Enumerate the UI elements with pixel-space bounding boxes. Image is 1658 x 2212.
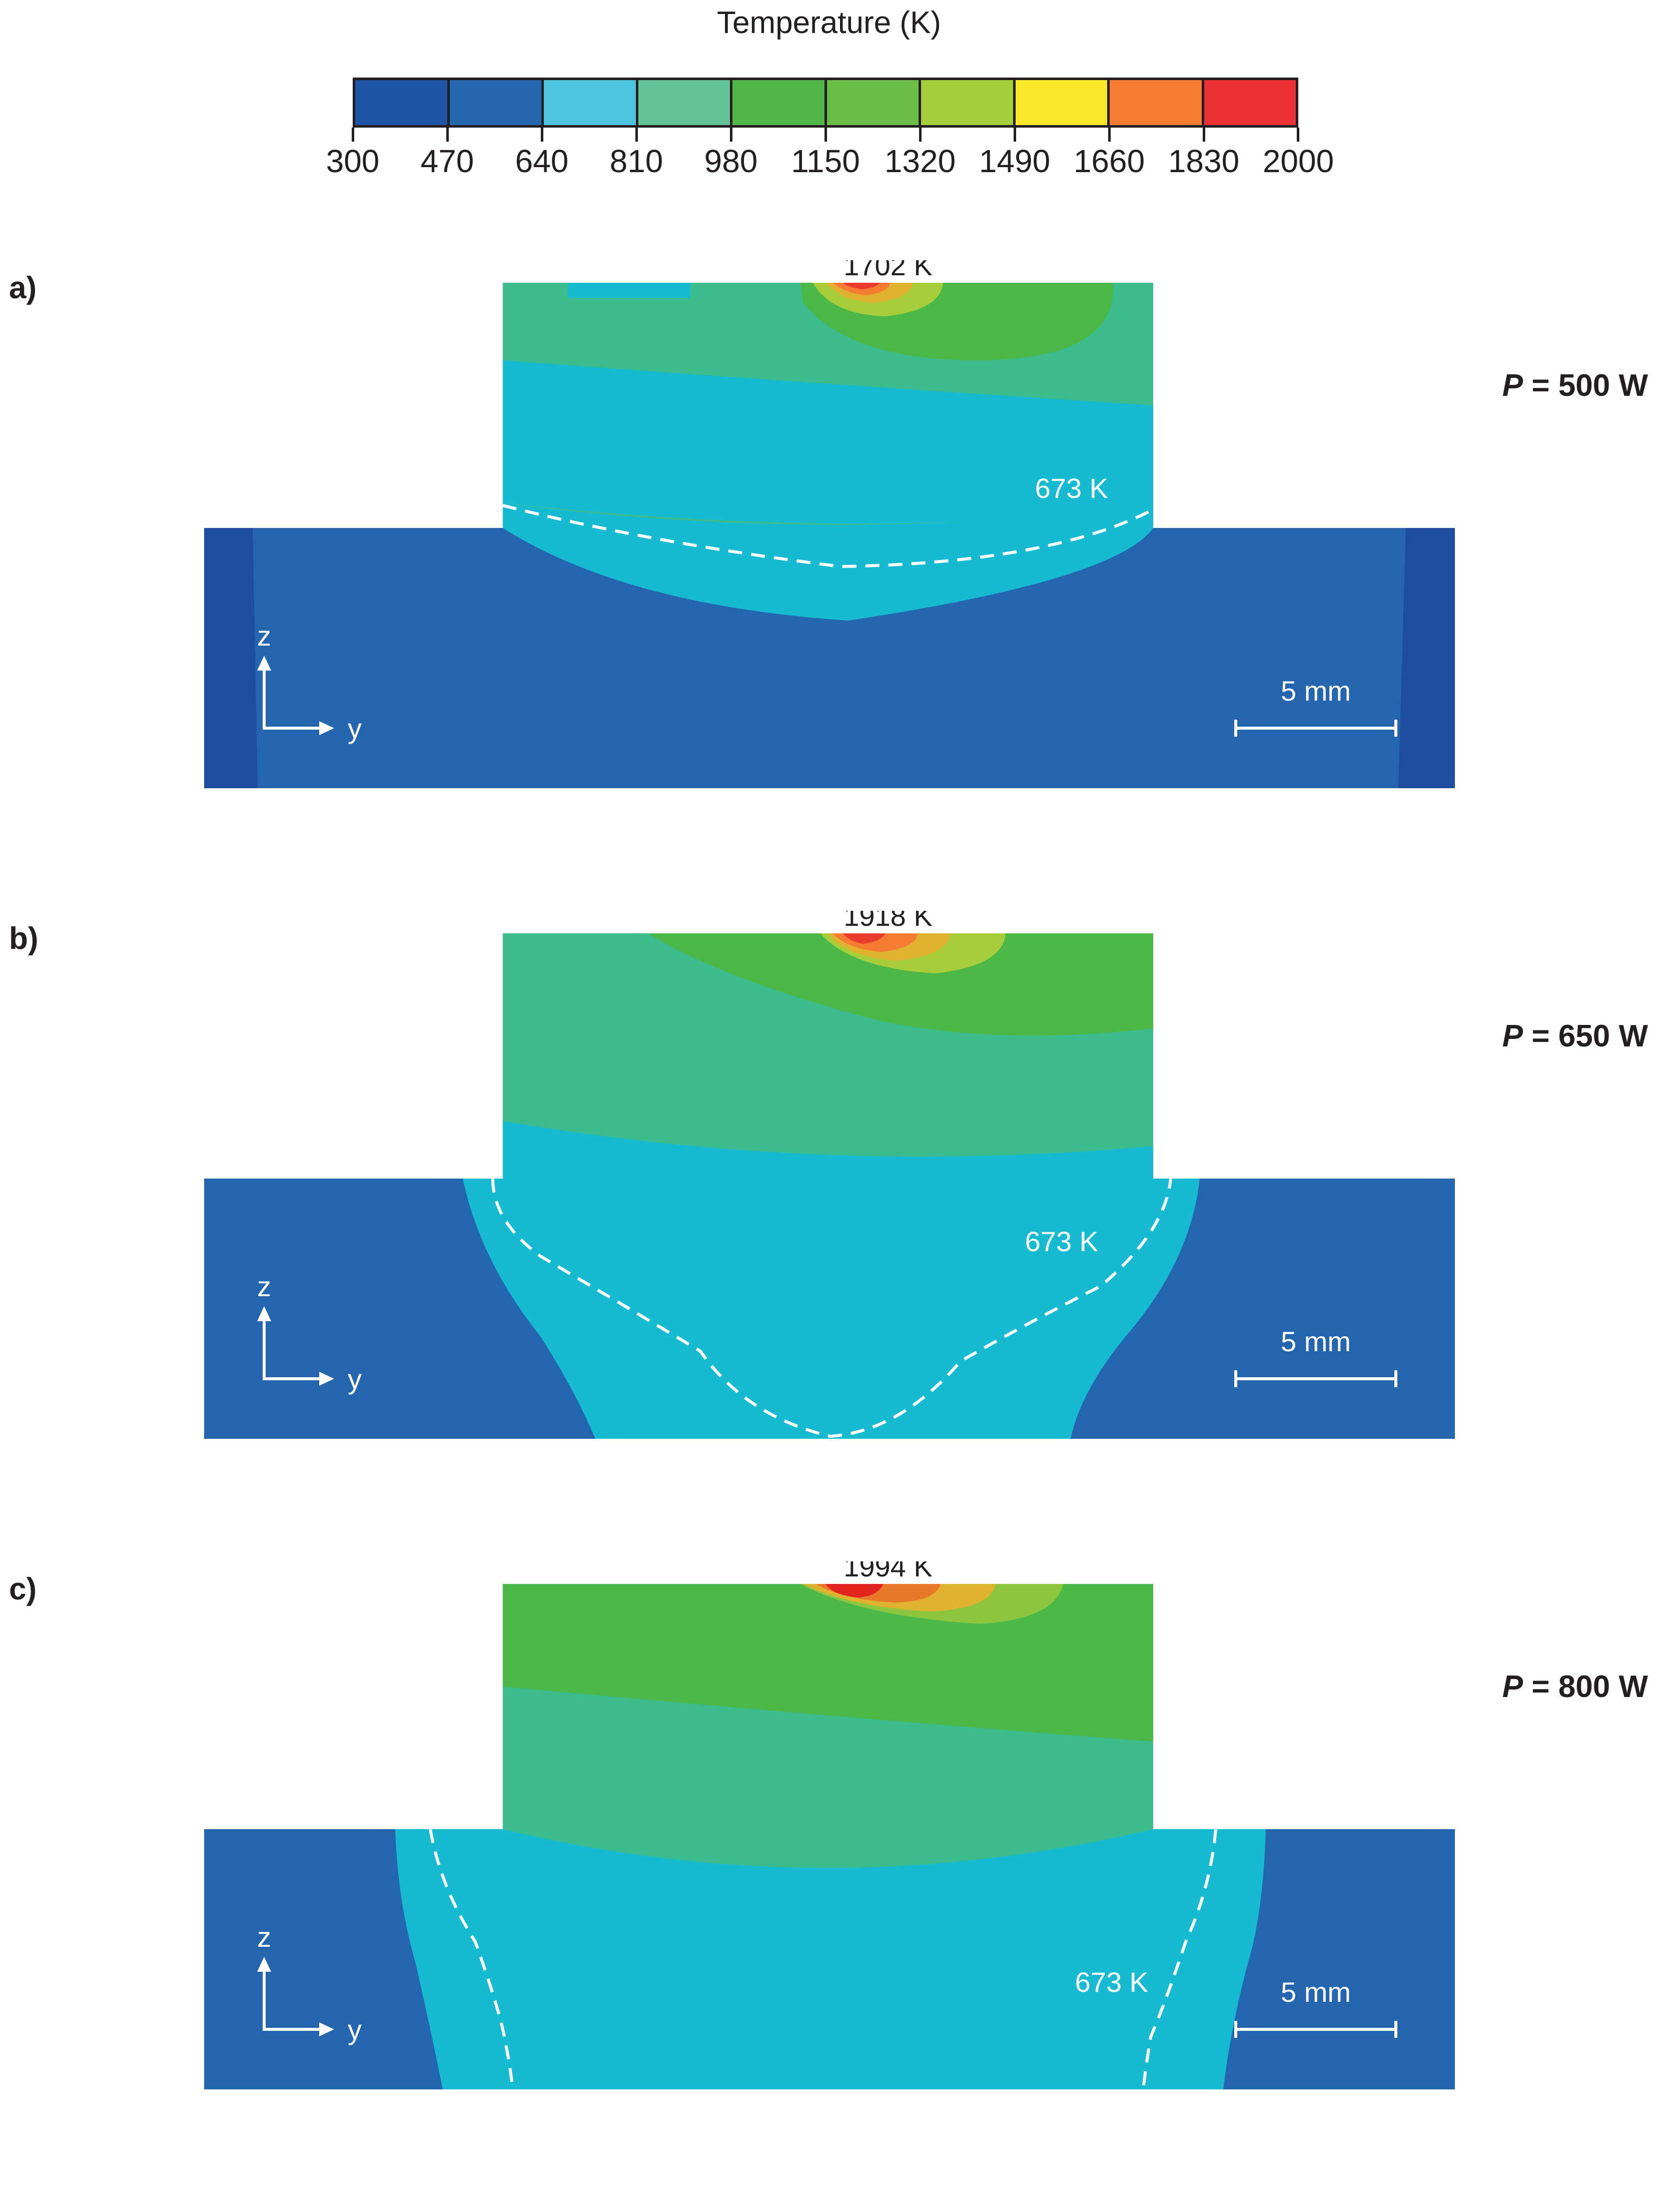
peak-temperature-label: 1702 K (844, 260, 933, 281)
legend-tick-label: 1490 (979, 143, 1051, 179)
temperature-zone-1830 (843, 933, 886, 944)
arrow-up-icon (257, 656, 271, 671)
z-axis-label: z (257, 1921, 271, 1953)
legend-tick (730, 128, 732, 142)
legend-tick (1108, 128, 1111, 142)
legend-swatch (1015, 80, 1110, 125)
peak-temperature-label: 1994 K (844, 1561, 933, 1582)
isotherm-label: 673 K (1035, 472, 1108, 504)
isotherm-673-line (1142, 1829, 1217, 2090)
panel-c: c) P = 800 W 1994 K 673 K z y 5 mm (0, 1561, 1658, 2212)
isotherm-label: 673 K (1075, 1966, 1148, 1998)
isotherm-673-line (429, 1829, 514, 2090)
legend-tick (919, 128, 922, 142)
power-variable: P (1502, 1019, 1523, 1053)
legend-swatch (544, 80, 638, 125)
panel-letter: b) (9, 921, 39, 956)
arrow-right-icon (319, 1372, 334, 1386)
panel-letter: c) (9, 1572, 37, 1606)
temperature-zone-640 (503, 1121, 1153, 1179)
scale-bar-label: 5 mm (1281, 1976, 1351, 2008)
y-axis-label: y (348, 1363, 362, 1395)
axes-indicator: z y (257, 1921, 362, 2045)
panel-a: a) P = 500 W 1702 K 673 K z y (0, 260, 1658, 911)
power-value: = 800 W (1523, 1670, 1648, 1704)
temperature-field: 1918 K 673 K z y 5 mm (204, 911, 1455, 1439)
legend-tick-label: 300 (326, 143, 380, 179)
legend-tick-label: 1830 (1168, 143, 1240, 179)
scale-bar: 5 mm (1234, 675, 1397, 737)
arrow-right-icon (319, 2022, 334, 2036)
scale-bar-label: 5 mm (1281, 675, 1351, 707)
isotherm-label: 673 K (1025, 1226, 1098, 1257)
legend-tick-label: 2000 (1262, 143, 1334, 179)
temperature-legend: Temperature (K) 300 470 640 810 980 1150… (0, 0, 1658, 200)
legend-tick-label: 1150 (791, 143, 860, 179)
substrate-edge-cold (1398, 528, 1455, 788)
power-label: P = 500 W (1502, 368, 1648, 403)
scale-bar: 5 mm (1234, 1976, 1397, 2038)
legend-tick-label: 1320 (884, 143, 956, 179)
legend-tick (1203, 128, 1205, 142)
temperature-zone-810 (503, 1687, 1153, 1829)
scale-bar: 5 mm (1234, 1326, 1397, 1387)
legend-tick (635, 128, 638, 142)
substrate-edge-cold (204, 528, 258, 788)
power-variable: P (1502, 368, 1523, 403)
temperature-zone-640 (568, 283, 690, 298)
y-axis-label: y (348, 2014, 362, 2045)
legend-colorbar (353, 78, 1298, 128)
axes-indicator: z y (257, 620, 362, 744)
legend-tick (1014, 128, 1016, 142)
legend-swatch (921, 80, 1016, 125)
peak-temperature-label: 1918 K (844, 911, 933, 932)
temperature-zone-640 (503, 503, 1153, 621)
temperature-zone-980 (648, 933, 1153, 1036)
scale-bar-label: 5 mm (1281, 1326, 1351, 1357)
legend-swatch (355, 80, 450, 125)
temperature-zone-640 (463, 1179, 1200, 1439)
panel-letter: a) (9, 271, 37, 305)
isotherm-673-line (491, 1178, 1172, 1438)
legend-tick (352, 128, 354, 142)
temperature-zone-810 (503, 1787, 1153, 1868)
legend-tick (1297, 128, 1299, 142)
legend-tick-label: 640 (515, 143, 569, 179)
legend-swatch (732, 80, 827, 125)
legend-tick-label: 980 (704, 143, 758, 179)
legend-swatch (638, 80, 732, 125)
legend-swatch (449, 80, 544, 125)
legend-swatch (1204, 80, 1296, 125)
arrow-up-icon (257, 1957, 271, 1972)
y-axis-label: y (348, 713, 362, 744)
legend-tick (446, 128, 449, 142)
legend-title: Temperature (K) (717, 6, 941, 40)
legend-tick-label: 470 (420, 143, 474, 179)
temperature-field: 1702 K 673 K z y 5 mm (204, 260, 1455, 788)
legend-swatch (826, 80, 921, 125)
temperature-zone-640 (503, 360, 1153, 524)
isotherm-673-line (502, 504, 1154, 569)
z-axis-label: z (257, 1271, 271, 1302)
power-variable: P (1502, 1670, 1523, 1704)
arrow-right-icon (319, 721, 334, 735)
arrow-up-icon (257, 1306, 271, 1321)
temperature-zone-1830 (825, 1584, 883, 1597)
temperature-zone-1830 (843, 283, 881, 289)
legend-tick (824, 128, 827, 142)
temperature-zone-640 (395, 1829, 1266, 2089)
legend-tick (541, 128, 543, 142)
temperature-field: 1994 K 673 K z y 5 mm (204, 1561, 1455, 2090)
legend-tick-label: 810 (609, 143, 663, 179)
power-label: P = 650 W (1502, 1018, 1648, 1054)
axes-indicator: z y (257, 1271, 362, 1395)
legend-tick-label: 1660 (1073, 143, 1145, 179)
z-axis-label: z (257, 620, 271, 652)
power-value: = 650 W (1523, 1019, 1648, 1053)
legend-swatch (1110, 80, 1204, 125)
panel-b: b) P = 650 W 1918 K 673 K z y 5 mm (0, 911, 1658, 1561)
power-label: P = 800 W (1502, 1669, 1648, 1705)
power-value: = 500 W (1523, 368, 1648, 403)
